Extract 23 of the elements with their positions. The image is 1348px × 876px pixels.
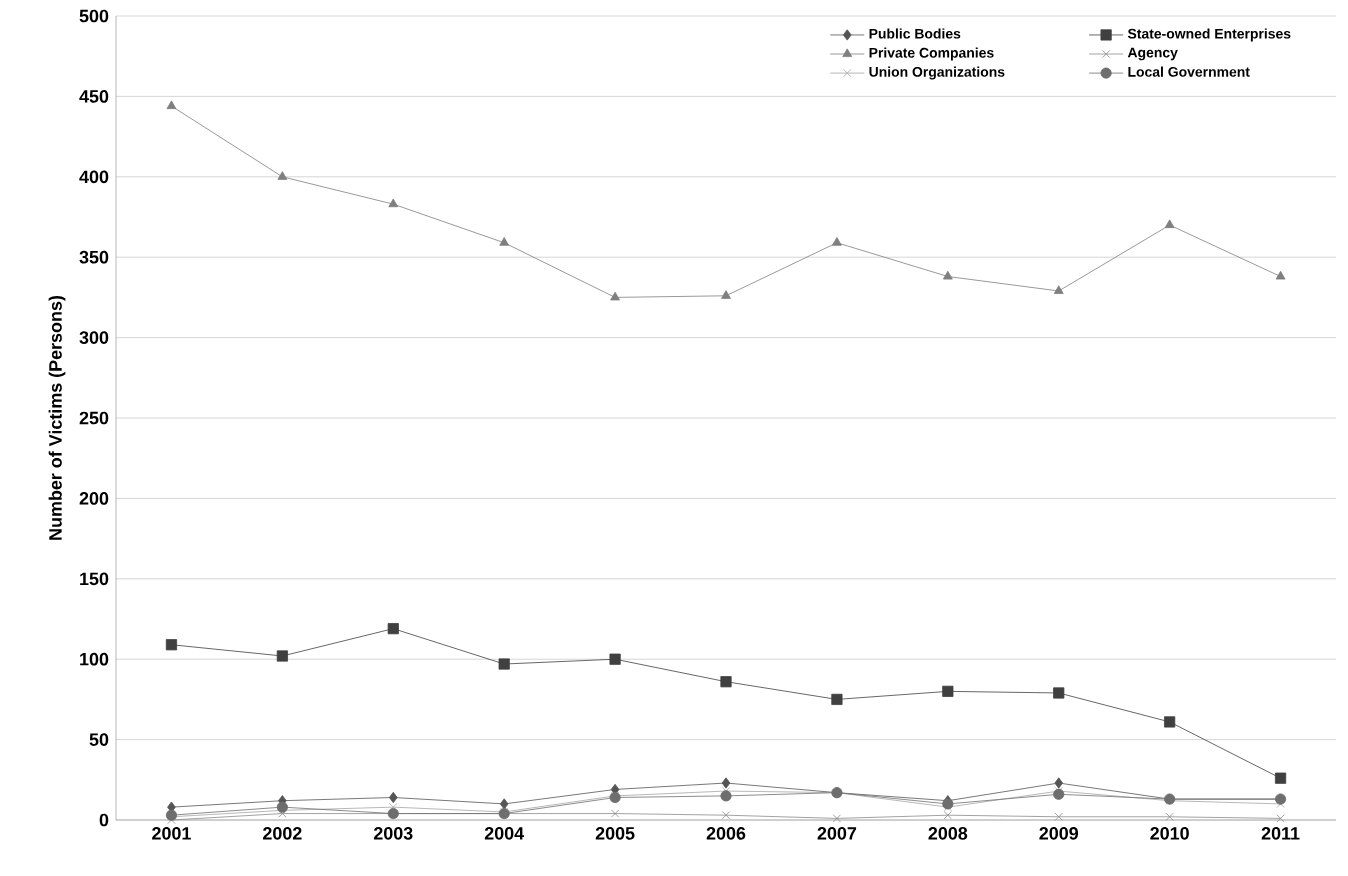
y-tick-label: 100 bbox=[80, 652, 109, 666]
y-tick-label: 300 bbox=[79, 331, 109, 344]
x-tick-label: 2005 bbox=[595, 827, 635, 840]
x-tick-label: 2006 bbox=[706, 827, 746, 840]
y-tick-label: 250 bbox=[79, 411, 109, 425]
y-axis-title: Number of Victims (Persons) bbox=[48, 295, 66, 540]
x-tick-label: 2004 bbox=[484, 827, 525, 840]
x-tick-label: 2001 bbox=[152, 827, 191, 840]
y-tick-label: 450 bbox=[79, 90, 109, 103]
x-tick-label: 2011 bbox=[1261, 827, 1300, 840]
y-tick-label: 500 bbox=[79, 9, 109, 23]
x-tick-label: 2008 bbox=[928, 827, 968, 840]
y-tick-label: 200 bbox=[79, 492, 109, 505]
y-tick-label: 50 bbox=[89, 733, 109, 746]
x-tick-label: 2007 bbox=[817, 827, 857, 840]
y-tick-label: 350 bbox=[79, 250, 109, 264]
y-tick-label: 400 bbox=[79, 170, 109, 184]
x-tick-label: 2009 bbox=[1039, 827, 1079, 840]
x-tick-label: 2002 bbox=[263, 827, 302, 840]
y-tick-label: 150 bbox=[80, 572, 109, 586]
x-tick-label: 2003 bbox=[373, 827, 413, 840]
x-tick-label: 2010 bbox=[1150, 827, 1189, 840]
y-tick-label: 0 bbox=[99, 813, 109, 827]
